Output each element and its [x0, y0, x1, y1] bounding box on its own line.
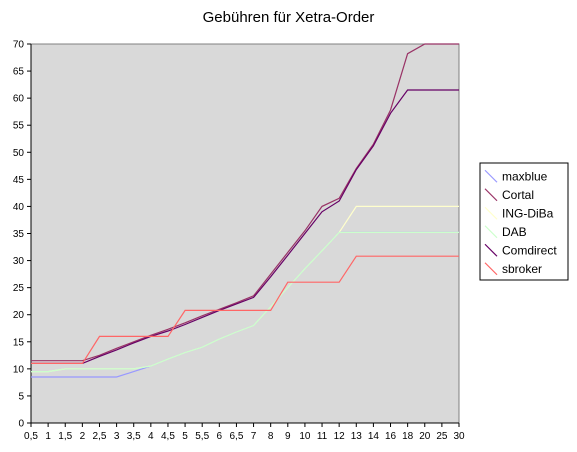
x-tick-label: 4 [148, 431, 154, 442]
x-tick-label: 16 [385, 431, 397, 442]
x-tick-label: 3,5 [127, 431, 141, 442]
series-line-comdirect [31, 89, 459, 364]
x-tick-label: 7 [251, 431, 257, 442]
y-tick-label: 60 [13, 94, 25, 105]
x-tick-label: 2,5 [93, 431, 107, 442]
x-tick-label: 8 [268, 431, 274, 442]
legend [479, 162, 569, 281]
y-tick-label: 20 [13, 310, 25, 321]
x-tick-label: 5,5 [195, 431, 209, 442]
legend-swatch [484, 225, 498, 239]
legend-label: maxblue [502, 169, 548, 183]
legend-label: Cortal [502, 188, 534, 202]
x-tick-label: 5 [182, 431, 188, 442]
x-tick-label: 9 [285, 431, 291, 442]
legend-label: sbroker [502, 262, 542, 276]
x-tick-label: 14 [368, 431, 380, 442]
y-tick-label: 50 [13, 148, 25, 159]
x-tick-label: 2 [80, 431, 86, 442]
legend-label: ING-DiBa [502, 206, 554, 220]
plot-area [30, 43, 460, 424]
x-tick-label: 12 [334, 431, 346, 442]
chart-title: Gebühren für Xetra-Order [202, 9, 375, 26]
y-tick-label: 15 [13, 337, 25, 348]
legend-swatch [484, 262, 498, 276]
x-tick-label: 0,5 [24, 431, 38, 442]
x-tick-label: 25 [436, 431, 448, 442]
series-line-sbroker [31, 255, 459, 364]
x-tick-label: 30 [453, 431, 465, 442]
x-tick-label: 13 [351, 431, 363, 442]
legend-swatch [484, 169, 498, 183]
x-tick-label: 1,5 [58, 431, 72, 442]
series-line-cortal [31, 43, 459, 362]
legend-label: DAB [502, 225, 527, 239]
x-tick-label: 1 [45, 431, 51, 442]
y-tick-label: 0 [18, 419, 24, 430]
y-tick-label: 30 [13, 256, 25, 267]
legend-swatch [484, 243, 498, 257]
x-tick-label: 6 [217, 431, 223, 442]
legend-swatch [484, 188, 498, 202]
series-line-dab [31, 231, 459, 373]
y-tick-label: 70 [13, 40, 25, 51]
y-tick-label: 35 [13, 229, 25, 240]
x-tick-label: 3 [114, 431, 120, 442]
x-tick-label: 18 [402, 431, 414, 442]
y-tick-label: 45 [13, 175, 25, 186]
x-tick-label: 20 [419, 431, 431, 442]
legend-label: Comdirect [502, 243, 557, 257]
x-tick-label: 11 [317, 431, 328, 442]
x-tick-label: 6,5 [229, 431, 243, 442]
y-tick-label: 5 [18, 391, 24, 402]
x-tick-label: 4,5 [161, 431, 175, 442]
legend-swatch [484, 206, 498, 220]
x-tick-label: 10 [299, 431, 311, 442]
y-tick-label: 65 [13, 67, 25, 78]
y-tick-label: 40 [13, 202, 25, 213]
y-tick-label: 10 [13, 364, 25, 375]
y-tick-label: 25 [13, 283, 25, 294]
y-tick-label: 55 [13, 121, 25, 132]
